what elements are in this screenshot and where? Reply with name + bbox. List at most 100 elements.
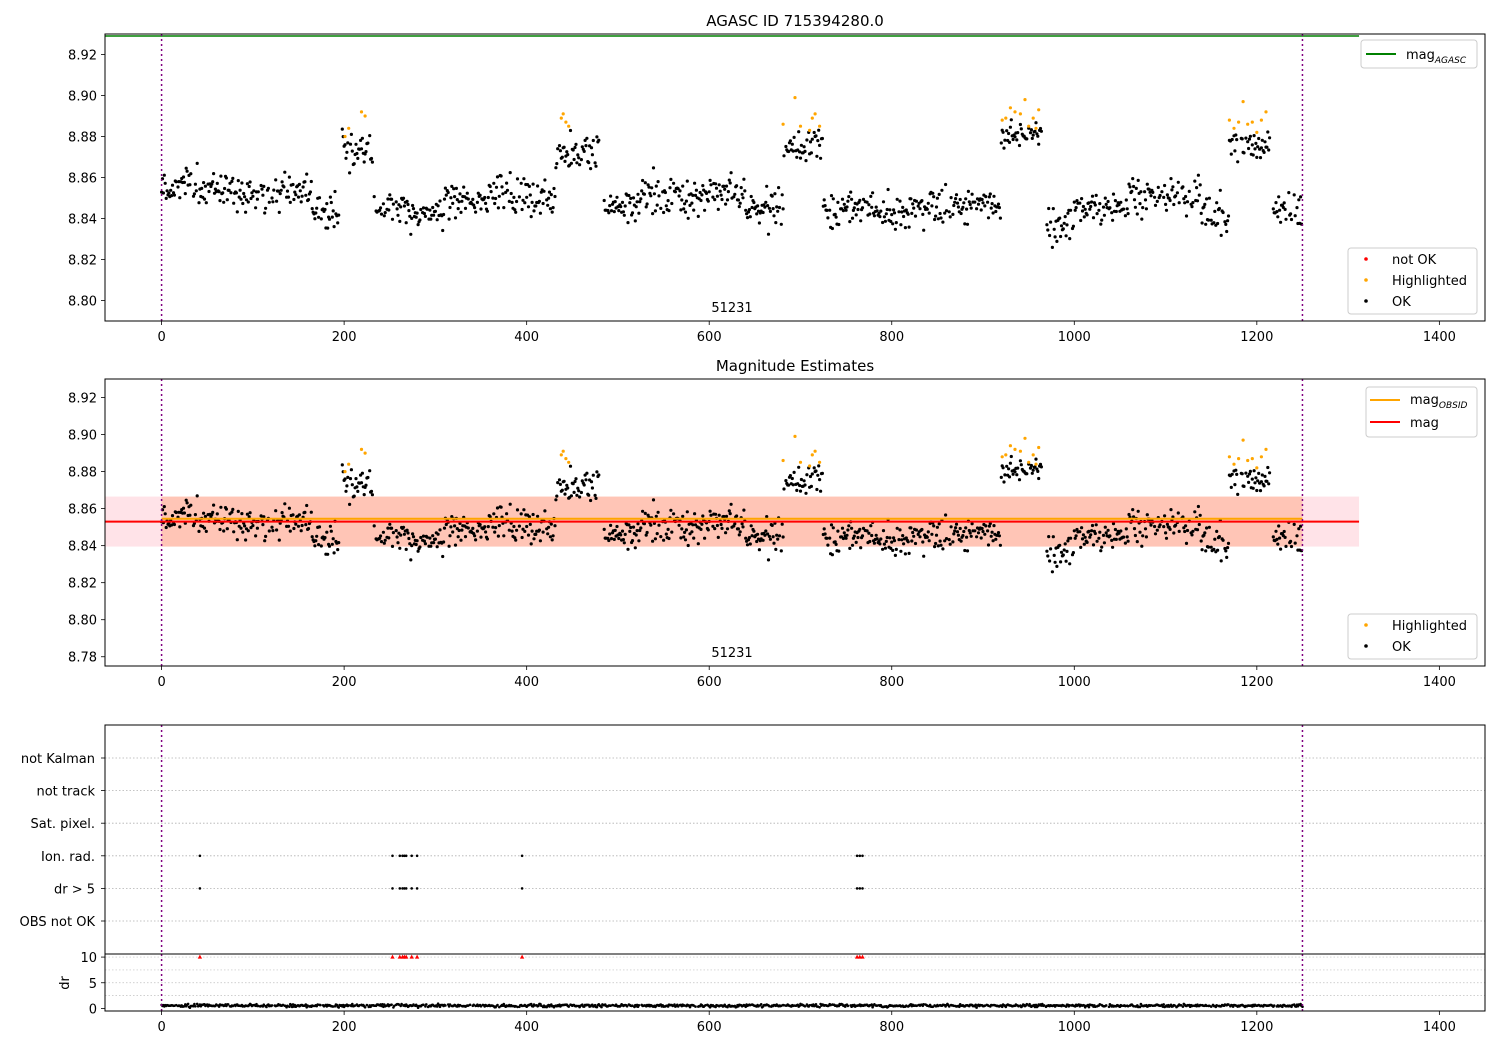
- ok-point: [728, 511, 732, 516]
- ok-point: [628, 529, 632, 534]
- ok-point: [1017, 478, 1022, 482]
- ok-point: [292, 526, 296, 531]
- ok-point: [925, 207, 929, 211]
- ok-point: [1068, 237, 1072, 241]
- ok-point: [231, 507, 235, 511]
- ok-point: [534, 532, 538, 537]
- highlighted-point: [1018, 449, 1023, 453]
- dr-point: [288, 1005, 291, 1008]
- ok-point: [693, 512, 697, 516]
- ok-point: [1230, 472, 1234, 476]
- ok-point: [209, 184, 213, 189]
- ok-point: [650, 186, 654, 190]
- ok-point: [959, 539, 963, 543]
- ok-point: [344, 489, 348, 493]
- highlighted-point: [793, 96, 797, 100]
- ok-point: [963, 222, 967, 226]
- ok-point: [631, 196, 636, 200]
- ok-point: [640, 189, 644, 193]
- ok-point: [613, 528, 617, 533]
- highlighted-point: [781, 458, 785, 463]
- ok-point: [1098, 530, 1102, 534]
- ok-point: [1079, 218, 1083, 223]
- ok-point: [1039, 465, 1043, 469]
- ok-point: [1217, 206, 1221, 211]
- ok-point: [895, 197, 899, 201]
- ok-point: [747, 536, 752, 540]
- ok-point: [488, 515, 492, 519]
- ok-point: [975, 535, 979, 539]
- ok-point: [1257, 471, 1261, 475]
- ok-point: [574, 477, 578, 481]
- ok-point: [961, 534, 965, 538]
- ok-point: [815, 154, 819, 158]
- dr-point: [947, 1005, 951, 1008]
- ok-point: [652, 192, 657, 196]
- ok-point: [744, 208, 748, 212]
- ok-point: [274, 178, 278, 182]
- ok-point: [634, 205, 638, 209]
- ok-point: [852, 206, 856, 210]
- ok-point: [865, 529, 869, 533]
- dr-point: [1000, 1005, 1004, 1009]
- ok-point: [1256, 479, 1260, 483]
- ok-point: [907, 225, 911, 229]
- ok-point: [569, 161, 574, 165]
- ok-point: [331, 209, 335, 213]
- ok-point: [270, 196, 274, 200]
- ok-point: [1171, 185, 1175, 189]
- ok-point: [514, 210, 518, 214]
- ok-point: [829, 194, 834, 198]
- dr-point: [1191, 1004, 1195, 1007]
- ok-point: [1063, 542, 1067, 546]
- ok-point: [906, 540, 910, 544]
- ok-point: [991, 539, 995, 543]
- ok-point: [1117, 203, 1121, 207]
- ok-point: [1163, 514, 1167, 518]
- dr-point: [631, 1004, 634, 1007]
- ok-point: [277, 538, 281, 542]
- ok-point: [1268, 136, 1272, 140]
- ok-point: [1205, 197, 1209, 201]
- ok-point: [571, 148, 575, 152]
- ok-point: [217, 190, 221, 194]
- ok-point: [262, 515, 266, 519]
- ok-point: [421, 206, 426, 210]
- ok-point: [466, 197, 470, 201]
- ok-point: [1087, 529, 1091, 534]
- ok-point: [966, 189, 971, 193]
- ok-point: [899, 223, 903, 227]
- ok-point: [1064, 234, 1068, 238]
- ok-point: [379, 206, 383, 210]
- ok-point: [1080, 537, 1085, 541]
- dr-point: [363, 1006, 367, 1009]
- ok-point: [1274, 201, 1278, 205]
- ok-point: [716, 535, 720, 540]
- ok-point: [809, 484, 814, 488]
- ok-point: [387, 208, 391, 212]
- ok-point: [1034, 457, 1038, 461]
- ok-point: [1254, 476, 1258, 480]
- highlighted-point: [818, 460, 822, 464]
- ok-point: [776, 537, 780, 541]
- ok-point: [493, 530, 497, 534]
- ok-point: [967, 528, 971, 533]
- ok-point: [893, 553, 898, 558]
- ok-point: [932, 195, 936, 199]
- ok-point: [369, 489, 374, 493]
- ok-point: [1289, 544, 1294, 549]
- ok-point: [325, 530, 329, 534]
- x-tick-label: 600: [697, 675, 722, 690]
- ok-point: [1229, 485, 1233, 489]
- ok-point: [964, 197, 968, 201]
- ok-point: [515, 199, 519, 204]
- ok-point: [1236, 160, 1240, 164]
- highlighted-point: [1004, 116, 1008, 120]
- ok-point: [1138, 202, 1142, 206]
- ok-point: [773, 192, 777, 196]
- ok-point: [1198, 513, 1202, 517]
- y-tick-label: 8.88: [68, 131, 97, 146]
- ok-point: [763, 205, 767, 209]
- ok-point: [745, 543, 750, 547]
- ok-point: [231, 176, 235, 180]
